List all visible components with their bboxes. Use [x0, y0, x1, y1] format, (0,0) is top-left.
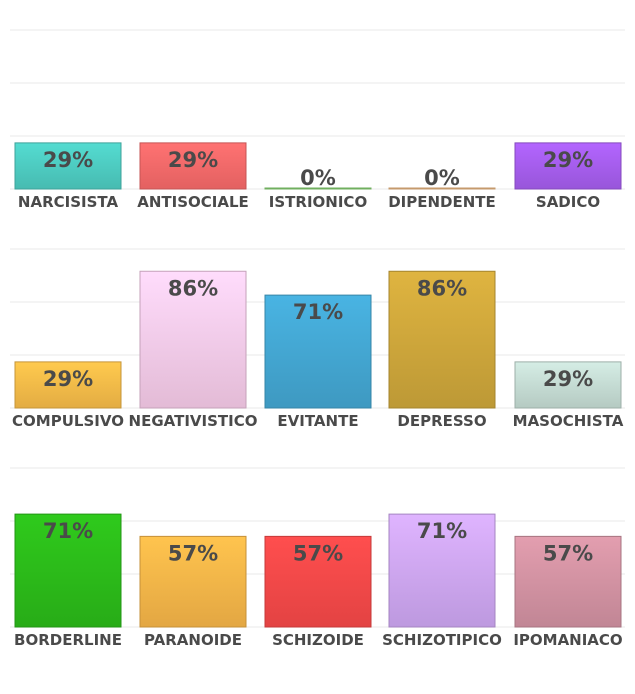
- bar: [14, 361, 122, 409]
- data-label: 0%: [424, 166, 460, 190]
- chart-2: 29% COMPULSIVO 86% NEGATIVISTICO 71% EVITANTE…: [10, 248, 625, 430]
- data-label: 86%: [417, 276, 467, 300]
- data-label: 71%: [293, 300, 343, 324]
- data-label: 57%: [293, 541, 343, 565]
- category-label: SADICO: [536, 193, 600, 211]
- bar: [514, 142, 622, 190]
- bar: [514, 535, 622, 628]
- bar: [14, 142, 122, 190]
- category-label: COMPULSIVO: [12, 412, 124, 430]
- bar: [139, 270, 247, 409]
- chart-1: 29% NARCISISTA 29% ANTISOCIALE 0% ISTRIONICO 0…: [10, 29, 625, 211]
- category-label: EVITANTE: [277, 412, 358, 430]
- category-label: IPOMANIACO: [513, 631, 622, 649]
- bar: [514, 361, 622, 409]
- category-label: ISTRIONICO: [269, 193, 367, 211]
- category-label: NEGATIVISTICO: [129, 412, 258, 430]
- data-label: 29%: [543, 367, 593, 391]
- data-label: 29%: [43, 367, 93, 391]
- data-label: 0%: [300, 166, 336, 190]
- category-label: DIPENDENTE: [388, 193, 496, 211]
- category-label: NARCISISTA: [18, 193, 119, 211]
- data-label: 29%: [543, 148, 593, 172]
- bar: [388, 513, 496, 628]
- category-label: MASOCHISTA: [513, 412, 624, 430]
- data-label: 71%: [43, 519, 93, 543]
- bar: [139, 535, 247, 628]
- data-label: 57%: [543, 541, 593, 565]
- data-label: 57%: [168, 541, 218, 565]
- category-label: BORDERLINE: [14, 631, 122, 649]
- data-label: 86%: [168, 276, 218, 300]
- category-label: ANTISOCIALE: [137, 193, 249, 211]
- data-label: 29%: [43, 148, 93, 172]
- bar: [14, 513, 122, 628]
- bar: [264, 294, 372, 409]
- bar: [388, 187, 496, 190]
- bar: [264, 535, 372, 628]
- data-label: 71%: [417, 519, 467, 543]
- chart-3: 71% BORDERLINE 57% PARANOIDE 57% SCHIZOIDE 71%…: [10, 467, 625, 649]
- category-label: PARANOIDE: [144, 631, 242, 649]
- data-label: 29%: [168, 148, 218, 172]
- bar: [388, 270, 496, 409]
- bar: [264, 187, 372, 190]
- bar: [139, 142, 247, 190]
- category-label: SCHIZOIDE: [272, 631, 364, 649]
- category-label: DEPRESSO: [397, 412, 486, 430]
- category-label: SCHIZOTIPICO: [382, 631, 502, 649]
